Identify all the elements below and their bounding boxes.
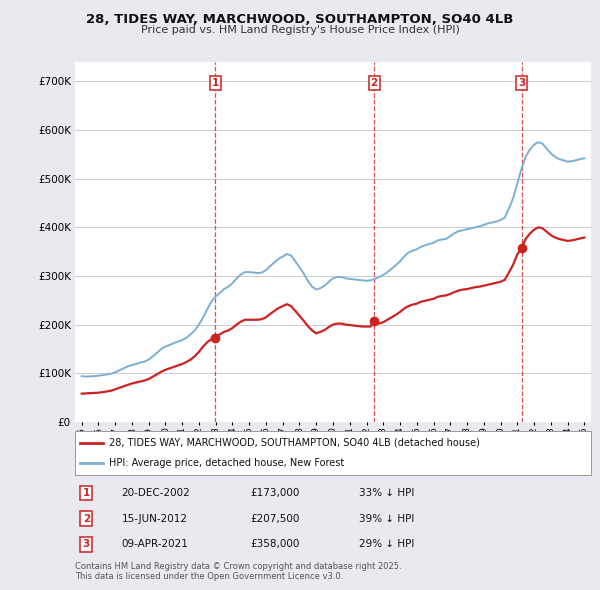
Text: 28, TIDES WAY, MARCHWOOD, SOUTHAMPTON, SO40 4LB (detached house): 28, TIDES WAY, MARCHWOOD, SOUTHAMPTON, S… [109,438,479,448]
Text: Contains HM Land Registry data © Crown copyright and database right 2025.
This d: Contains HM Land Registry data © Crown c… [75,562,401,581]
Text: 20-DEC-2002: 20-DEC-2002 [121,488,190,498]
Text: 33% ↓ HPI: 33% ↓ HPI [359,488,414,498]
Text: 15-JUN-2012: 15-JUN-2012 [121,514,187,523]
Text: 09-APR-2021: 09-APR-2021 [121,539,188,549]
Text: 3: 3 [518,78,526,88]
Text: £173,000: £173,000 [250,488,300,498]
Text: 2: 2 [370,78,377,88]
Text: 39% ↓ HPI: 39% ↓ HPI [359,514,414,523]
Text: 2: 2 [83,514,90,523]
Text: 29% ↓ HPI: 29% ↓ HPI [359,539,414,549]
Text: 28, TIDES WAY, MARCHWOOD, SOUTHAMPTON, SO40 4LB: 28, TIDES WAY, MARCHWOOD, SOUTHAMPTON, S… [86,13,514,26]
Text: 1: 1 [83,488,90,498]
Text: 1: 1 [212,78,219,88]
Text: 3: 3 [83,539,90,549]
Text: Price paid vs. HM Land Registry's House Price Index (HPI): Price paid vs. HM Land Registry's House … [140,25,460,35]
Text: £207,500: £207,500 [250,514,300,523]
Text: HPI: Average price, detached house, New Forest: HPI: Average price, detached house, New … [109,458,344,468]
Text: £358,000: £358,000 [250,539,300,549]
